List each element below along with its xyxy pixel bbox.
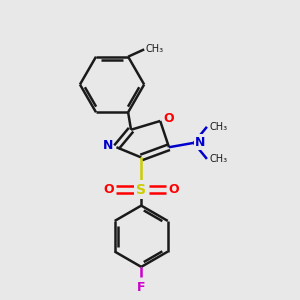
Text: N: N <box>195 136 206 149</box>
Text: S: S <box>136 183 146 196</box>
Text: CH₃: CH₃ <box>209 122 227 132</box>
Text: O: O <box>103 183 114 196</box>
Text: CH₃: CH₃ <box>146 44 164 54</box>
Text: O: O <box>168 183 179 196</box>
Text: F: F <box>137 281 146 295</box>
Text: N: N <box>103 139 113 152</box>
Text: O: O <box>163 112 174 125</box>
Text: CH₃: CH₃ <box>209 154 227 164</box>
